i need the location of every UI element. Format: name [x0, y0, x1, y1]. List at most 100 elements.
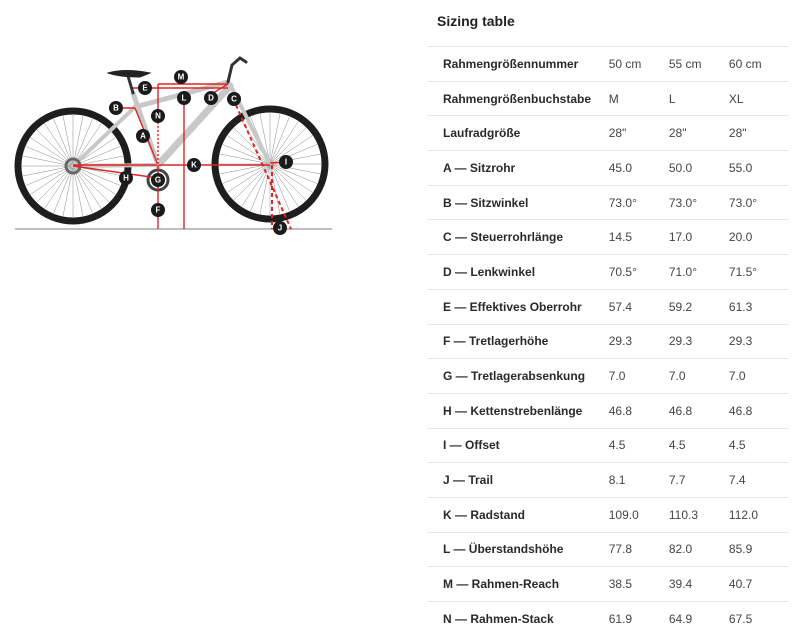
size-value: 46.8 — [668, 403, 693, 418]
spoke — [36, 129, 74, 167]
row-label: M — Rahmen-Reach — [443, 577, 560, 592]
badge-letter: E — [142, 84, 148, 93]
spoke — [269, 127, 307, 165]
size-value: 29.3 — [668, 334, 693, 349]
spoke — [72, 165, 103, 210]
size-value: 28" — [728, 126, 747, 141]
table-row: I — Offset 4.5 4.5 4.5 — [427, 428, 789, 463]
spoke — [29, 165, 74, 196]
spoke — [36, 165, 74, 203]
spoke — [269, 163, 314, 194]
spoke — [269, 163, 307, 201]
badge-letter: D — [208, 94, 214, 103]
row-label: Laufradgröße — [443, 126, 521, 141]
measure-badge-l: L — [177, 91, 191, 105]
spoke — [21, 165, 74, 177]
badge-letter: H — [123, 174, 129, 183]
table-row: G — Tretlagerabsenkung 7.0 7.0 7.0 — [427, 358, 789, 394]
table-row: N — Rahmen-Stack 61.9 64.9 67.5 — [427, 601, 789, 637]
spoke — [233, 127, 271, 165]
badge-letter: M — [178, 73, 185, 82]
spoke — [226, 163, 271, 194]
size-value: 61.3 — [728, 299, 753, 314]
table-row: D — Lenkwinkel 70.5° 71.0° 71.5° — [427, 254, 789, 290]
spoke — [269, 120, 300, 165]
size-value: 38.5 — [608, 577, 633, 592]
table-row: Rahmengrößennummer 50 cm 55 cm 60 cm — [427, 46, 789, 82]
spoke — [24, 165, 74, 187]
spoke — [72, 165, 117, 196]
size-value: 61.9 — [608, 612, 633, 627]
spoke — [226, 134, 271, 165]
size-value: 82.0 — [668, 542, 693, 557]
size-value: 85.9 — [728, 542, 753, 557]
row-label: I — Offset — [443, 438, 500, 453]
table-row: M — Rahmen-Reach 38.5 39.4 40.7 — [427, 566, 789, 602]
table-row: Rahmengrößenbuchstabe M L XL — [427, 81, 789, 116]
row-label: Rahmengrößennummer — [443, 56, 579, 71]
size-value: 14.5 — [608, 230, 633, 245]
size-value: 29.3 — [608, 334, 633, 349]
size-value: 7.7 — [668, 473, 686, 488]
measure-badge-f: F — [151, 203, 165, 217]
table-row: Laufradgröße 28" 28" 28" — [427, 115, 789, 151]
measure-badge-m: M — [174, 70, 188, 84]
size-value: 28" — [668, 126, 687, 141]
table-row: K — Radstand 109.0 110.3 112.0 — [427, 497, 789, 532]
measure-badge-h: H — [119, 171, 133, 185]
size-value: 71.0° — [668, 264, 698, 279]
spoke — [72, 165, 110, 203]
bike-geometry-diagram: M E L D C B N A K I H G F J — [14, 56, 332, 235]
row-label: N — Rahmen-Stack — [443, 612, 554, 627]
measure-badge-a: A — [136, 129, 150, 143]
row-label: H — Kettenstrebenlänge — [443, 403, 583, 418]
badge-letter: J — [278, 224, 282, 233]
spoke — [269, 163, 322, 175]
row-label: D — Lenkwinkel — [443, 264, 536, 279]
size-value: 46.8 — [728, 403, 753, 418]
size-value: 67.5 — [728, 612, 753, 627]
size-value: 70.5° — [608, 264, 637, 279]
sizing-table-title: Sizing table — [437, 13, 515, 29]
spoke — [259, 112, 271, 165]
spoke — [21, 155, 74, 167]
size-value: 71.5° — [728, 264, 758, 279]
table-row: A — Sitzrohr 45.0 50.0 55.0 — [427, 150, 789, 186]
measure-badge-j: J — [273, 221, 287, 235]
size-value: 73.0° — [668, 195, 698, 210]
measure-badge-g: G — [151, 173, 165, 187]
size-value: 55 cm — [668, 56, 702, 71]
table-row: E — Effektives Oberrohr 57.4 59.2 61.3 — [427, 289, 789, 324]
badge-letter: A — [140, 132, 146, 141]
badge-letter: F — [156, 206, 161, 215]
measure-badge-e: E — [138, 81, 152, 95]
table-row: F — Tretlagerhöhe 29.3 29.3 29.3 — [427, 324, 789, 359]
spoke — [72, 165, 84, 218]
size-value: 28" — [608, 126, 627, 141]
size-value: 7.0 — [728, 369, 746, 384]
size-value: 17.0 — [668, 230, 693, 245]
size-value: 7.0 — [668, 369, 686, 384]
measure-badge-b: B — [109, 101, 123, 115]
row-label: F — Tretlagerhöhe — [443, 334, 549, 349]
size-value: 29.3 — [728, 334, 753, 349]
size-value: 73.0° — [608, 195, 637, 210]
badge-letter: K — [191, 161, 197, 170]
badge-letter: L — [182, 94, 187, 103]
table-row: B — Sitzwinkel 73.0° 73.0° 73.0° — [427, 185, 789, 220]
size-value: 59.2 — [668, 299, 693, 314]
spoke — [29, 136, 74, 167]
spoke — [269, 163, 291, 213]
measure-badge-n: N — [151, 109, 165, 123]
table-row: L — Überstandshöhe 77.8 82.0 85.9 — [427, 532, 789, 567]
spoke — [72, 117, 94, 167]
size-value: 55.0 — [728, 160, 753, 175]
row-label: L — Überstandshöhe — [443, 542, 564, 557]
badge-letter: N — [155, 112, 161, 121]
spoke — [72, 165, 94, 215]
spoke — [221, 163, 271, 185]
rear-wheel — [14, 107, 132, 225]
badge-letter: I — [285, 158, 287, 167]
size-value: 64.9 — [668, 612, 693, 627]
badge-letter: C — [231, 95, 237, 104]
